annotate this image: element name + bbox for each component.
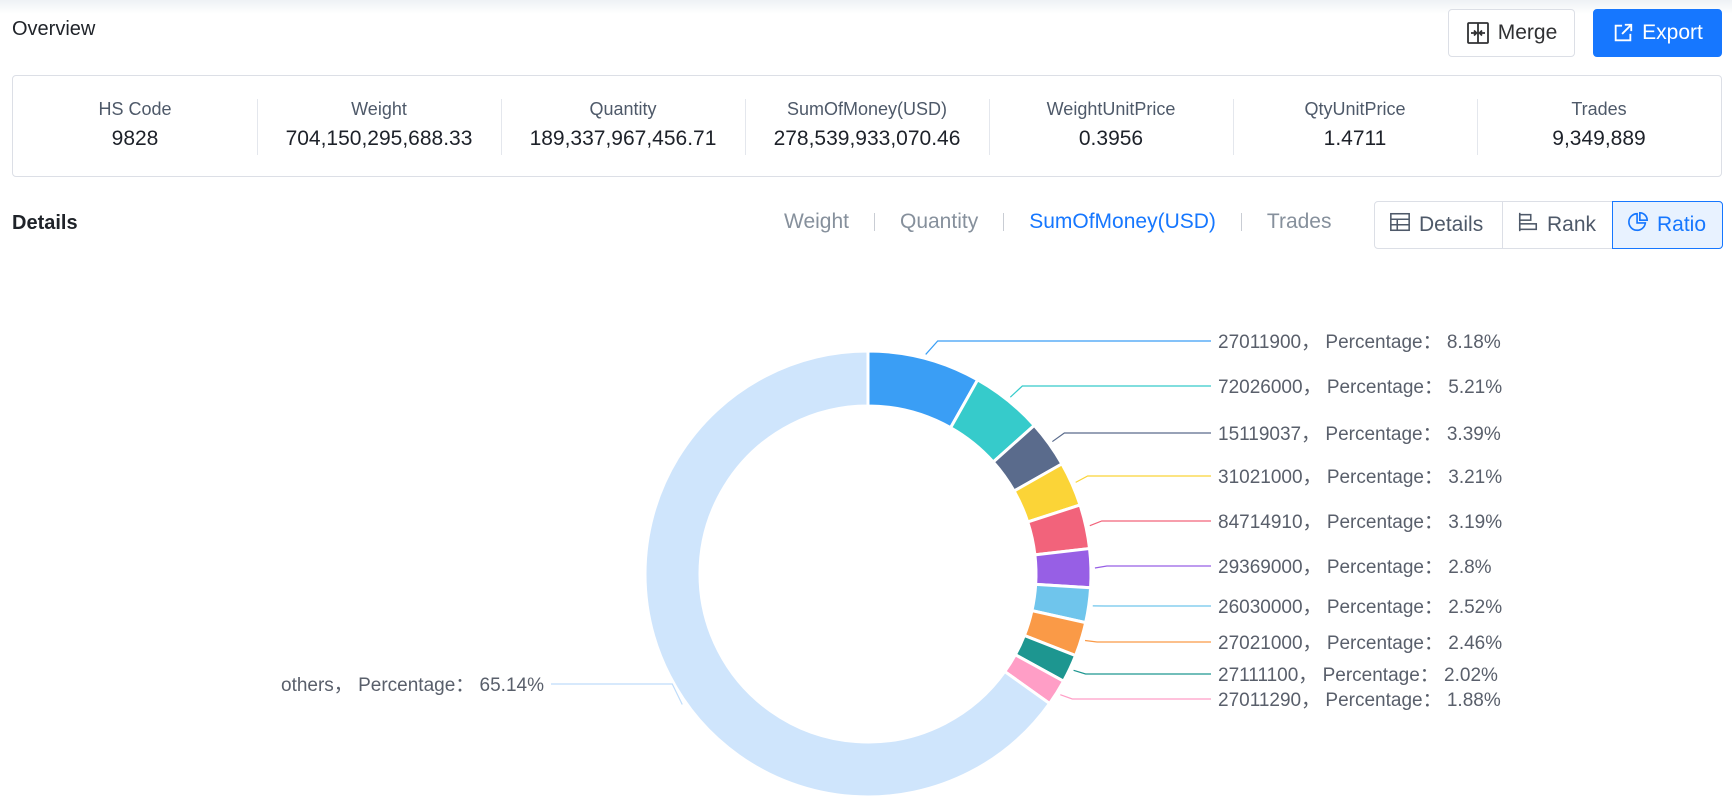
stat-label: Weight xyxy=(351,99,407,119)
leader-line-15119037 xyxy=(1052,432,1211,443)
export-icon xyxy=(1612,22,1634,44)
tab-weight[interactable]: Weight xyxy=(784,210,849,233)
tab-sum-of-money[interactable]: SumOfMoney(USD) xyxy=(1029,210,1216,233)
view-tab-ratio[interactable]: Ratio xyxy=(1612,201,1723,249)
stat-value: 9828 xyxy=(111,127,159,150)
slice-label-27011900: 27011900， Percentage： 8.18% xyxy=(1218,332,1501,353)
leader-line-27021000 xyxy=(1084,639,1211,643)
stat-value: 189,337,967,456.71 xyxy=(529,127,717,150)
view-tab-details[interactable]: Details xyxy=(1375,202,1502,248)
slice-label-84714910: 84714910， Percentage： 3.19% xyxy=(1218,512,1502,533)
details-title: Details xyxy=(12,212,78,234)
slice-label-others: others， Percentage： 65.14% xyxy=(281,675,544,696)
tab-divider xyxy=(873,213,875,231)
tab-divider xyxy=(1003,213,1005,231)
leader-line-27011900 xyxy=(925,340,1211,355)
tab-divider xyxy=(1240,213,1242,231)
overview-title: Overview xyxy=(12,18,96,40)
stat-quantity: Quantity 189,337,967,456.71 xyxy=(501,97,745,155)
stat-hs-code: HS Code 9828 xyxy=(13,97,257,155)
stat-label: Trades xyxy=(1571,99,1627,119)
export-button[interactable]: Export xyxy=(1593,9,1722,57)
leader-line-29369000 xyxy=(1094,565,1211,569)
donut-slice-29369000[interactable] xyxy=(1033,546,1093,590)
stat-label: Quantity xyxy=(589,99,657,119)
stat-sum-of-money: SumOfMoney(USD) 278,539,933,070.46 xyxy=(745,97,989,155)
slice-label-29369000: 29369000， Percentage： 2.8% xyxy=(1218,557,1492,578)
stat-value: 9,349,889 xyxy=(1552,127,1646,150)
top-shadow xyxy=(0,0,1732,14)
ratio-donut-chart: 27011900， Percentage： 8.18% 72026000， Per… xyxy=(281,332,1502,799)
slice-label-31021000: 31021000， Percentage： 3.21% xyxy=(1218,467,1502,488)
rank-bars-icon xyxy=(1517,211,1539,239)
merge-icon xyxy=(1466,21,1490,45)
export-label: Export xyxy=(1642,21,1703,44)
slice-label-72026000: 72026000， Percentage： 5.21% xyxy=(1218,377,1502,398)
overview-stats: HS Code 9828 Weight 704,150,295,688.33 Q… xyxy=(12,75,1722,177)
stat-trades: Trades 9,349,889 xyxy=(1477,97,1721,155)
leader-line-31021000 xyxy=(1075,475,1211,483)
view-tabs: Details Rank Ratio xyxy=(1374,201,1723,249)
leader-line-84714910 xyxy=(1089,520,1211,527)
pie-chart-icon xyxy=(1627,211,1649,239)
slice-label-27011290: 27011290， Percentage： 1.88% xyxy=(1218,690,1501,711)
merge-label: Merge xyxy=(1497,21,1558,44)
donut-slice-others[interactable] xyxy=(643,349,1052,799)
leader-line-others xyxy=(551,683,683,705)
slice-label-15119037: 15119037， Percentage： 3.39% xyxy=(1218,424,1501,445)
stat-value: 278,539,933,070.46 xyxy=(773,127,961,150)
slice-label-27111100: 27111100， Percentage： 2.02% xyxy=(1218,665,1498,686)
tab-trades[interactable]: Trades xyxy=(1266,210,1332,233)
view-tab-label: Rank xyxy=(1547,213,1597,236)
metric-tabs: Weight Quantity SumOfMoney(USD) Trades xyxy=(784,210,1332,234)
stat-label: QtyUnitPrice xyxy=(1304,99,1406,119)
merge-button[interactable]: Merge xyxy=(1448,9,1575,57)
stat-weight: Weight 704,150,295,688.33 xyxy=(257,97,501,155)
stat-label: HS Code xyxy=(98,99,172,119)
tab-quantity[interactable]: Quantity xyxy=(899,210,979,233)
stat-label: WeightUnitPrice xyxy=(1046,99,1176,119)
leader-line-72026000 xyxy=(1009,385,1211,398)
view-tab-label: Details xyxy=(1419,213,1484,236)
stat-value: 1.4711 xyxy=(1323,127,1387,150)
view-tab-label: Ratio xyxy=(1657,213,1707,236)
stat-weight-unit-price: WeightUnitPrice 0.3956 xyxy=(989,97,1233,155)
leader-line-27111100 xyxy=(1073,669,1211,675)
table-icon xyxy=(1389,211,1411,239)
slice-label-26030000: 26030000， Percentage： 2.52% xyxy=(1218,597,1502,618)
stat-value: 704,150,295,688.33 xyxy=(285,127,473,150)
slice-label-27021000: 27021000， Percentage： 2.46% xyxy=(1218,633,1502,654)
stat-value: 0.3956 xyxy=(1078,127,1144,150)
stat-label: SumOfMoney(USD) xyxy=(786,99,948,119)
leader-line-27011290 xyxy=(1060,694,1211,700)
view-tab-rank[interactable]: Rank xyxy=(1502,202,1612,248)
stat-qty-unit-price: QtyUnitPrice 1.4711 xyxy=(1233,97,1477,155)
